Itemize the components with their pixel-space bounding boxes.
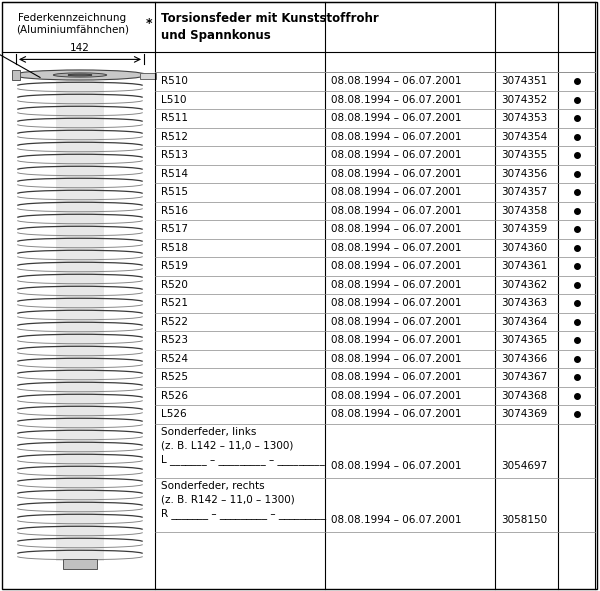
Text: 3074369: 3074369	[501, 409, 547, 419]
Bar	[56, 81, 104, 561]
Text: R514: R514	[161, 169, 188, 178]
Text: R512: R512	[161, 132, 188, 142]
Text: R523: R523	[161, 335, 188, 345]
Text: R521: R521	[161, 298, 188, 309]
Text: Sonderfeder, rechts: Sonderfeder, rechts	[161, 482, 265, 492]
Text: 3074367: 3074367	[501, 372, 547, 382]
Bar	[63, 559, 97, 569]
Bar	[12, 70, 20, 80]
Text: 3054697: 3054697	[501, 462, 547, 472]
Text: 08.08.1994 – 06.07.2001: 08.08.1994 – 06.07.2001	[331, 317, 461, 327]
Text: Torsionsfeder mit Kunststoffrohr: Torsionsfeder mit Kunststoffrohr	[161, 12, 379, 25]
Text: 08.08.1994 – 06.07.2001: 08.08.1994 – 06.07.2001	[331, 298, 461, 309]
Text: 08.08.1994 – 06.07.2001: 08.08.1994 – 06.07.2001	[331, 391, 461, 401]
Text: R526: R526	[161, 391, 188, 401]
Text: 3074365: 3074365	[501, 335, 547, 345]
Text: R524: R524	[161, 354, 188, 363]
Text: 08.08.1994 – 06.07.2001: 08.08.1994 – 06.07.2001	[331, 409, 461, 419]
Text: R520: R520	[161, 280, 188, 290]
Text: L _______ – _________ – _________: L _______ – _________ – _________	[161, 454, 325, 465]
Text: 3074363: 3074363	[501, 298, 547, 309]
Text: R _______ – _________ – _________: R _______ – _________ – _________	[161, 508, 326, 519]
Text: 08.08.1994 – 06.07.2001: 08.08.1994 – 06.07.2001	[331, 224, 461, 234]
Text: (z. B. L142 – 11,0 – 1300): (z. B. L142 – 11,0 – 1300)	[161, 441, 293, 451]
Text: R517: R517	[161, 224, 188, 234]
Text: 08.08.1994 – 06.07.2001: 08.08.1994 – 06.07.2001	[331, 462, 461, 472]
Text: 3058150: 3058150	[501, 515, 547, 525]
Text: 08.08.1994 – 06.07.2001: 08.08.1994 – 06.07.2001	[331, 76, 461, 86]
Text: 08.08.1994 – 06.07.2001: 08.08.1994 – 06.07.2001	[331, 261, 461, 271]
Text: L510: L510	[161, 95, 187, 105]
Ellipse shape	[53, 73, 107, 77]
Text: 3074364: 3074364	[501, 317, 547, 327]
Text: 3074353: 3074353	[501, 113, 547, 124]
Text: 3074368: 3074368	[501, 391, 547, 401]
Text: L526: L526	[161, 409, 187, 419]
Text: R516: R516	[161, 206, 188, 216]
Text: Federkennzeichnung
(Aluminiumfähnchen): Federkennzeichnung (Aluminiumfähnchen)	[16, 13, 129, 35]
Text: 3074354: 3074354	[501, 132, 547, 142]
Text: 08.08.1994 – 06.07.2001: 08.08.1994 – 06.07.2001	[331, 354, 461, 363]
Text: *: *	[146, 18, 152, 31]
Text: und Spannkonus: und Spannkonus	[161, 28, 271, 41]
Text: R510: R510	[161, 76, 188, 86]
Text: 08.08.1994 – 06.07.2001: 08.08.1994 – 06.07.2001	[331, 132, 461, 142]
Text: 3074361: 3074361	[501, 261, 547, 271]
Text: R522: R522	[161, 317, 188, 327]
Text: 08.08.1994 – 06.07.2001: 08.08.1994 – 06.07.2001	[331, 372, 461, 382]
Text: Sonderfeder, links: Sonderfeder, links	[161, 427, 256, 437]
Ellipse shape	[68, 74, 92, 76]
Text: R518: R518	[161, 243, 188, 253]
Text: 08.08.1994 – 06.07.2001: 08.08.1994 – 06.07.2001	[331, 150, 461, 160]
Text: R513: R513	[161, 150, 188, 160]
Text: R511: R511	[161, 113, 188, 124]
Text: 08.08.1994 – 06.07.2001: 08.08.1994 – 06.07.2001	[331, 169, 461, 178]
Text: R525: R525	[161, 372, 188, 382]
Text: 3074356: 3074356	[501, 169, 547, 178]
Text: 3074352: 3074352	[501, 95, 547, 105]
Text: 3074366: 3074366	[501, 354, 547, 363]
Text: 3074362: 3074362	[501, 280, 547, 290]
Text: 08.08.1994 – 06.07.2001: 08.08.1994 – 06.07.2001	[331, 95, 461, 105]
Text: R515: R515	[161, 187, 188, 197]
Text: 08.08.1994 – 06.07.2001: 08.08.1994 – 06.07.2001	[331, 206, 461, 216]
Text: R519: R519	[161, 261, 188, 271]
Text: 142: 142	[70, 43, 90, 53]
Ellipse shape	[13, 70, 146, 80]
Text: 08.08.1994 – 06.07.2001: 08.08.1994 – 06.07.2001	[331, 515, 461, 525]
Text: 3074360: 3074360	[501, 243, 547, 253]
Text: 08.08.1994 – 06.07.2001: 08.08.1994 – 06.07.2001	[331, 243, 461, 253]
Text: (z. B. R142 – 11,0 – 1300): (z. B. R142 – 11,0 – 1300)	[161, 495, 295, 505]
Text: 08.08.1994 – 06.07.2001: 08.08.1994 – 06.07.2001	[331, 335, 461, 345]
Text: 08.08.1994 – 06.07.2001: 08.08.1994 – 06.07.2001	[331, 113, 461, 124]
Bar	[140, 73, 156, 79]
Text: 08.08.1994 – 06.07.2001: 08.08.1994 – 06.07.2001	[331, 280, 461, 290]
Text: 3074355: 3074355	[501, 150, 547, 160]
Text: 08.08.1994 – 06.07.2001: 08.08.1994 – 06.07.2001	[331, 187, 461, 197]
Text: 3074359: 3074359	[501, 224, 547, 234]
Text: 3074357: 3074357	[501, 187, 547, 197]
Text: 3074358: 3074358	[501, 206, 547, 216]
Text: 3074351: 3074351	[501, 76, 547, 86]
